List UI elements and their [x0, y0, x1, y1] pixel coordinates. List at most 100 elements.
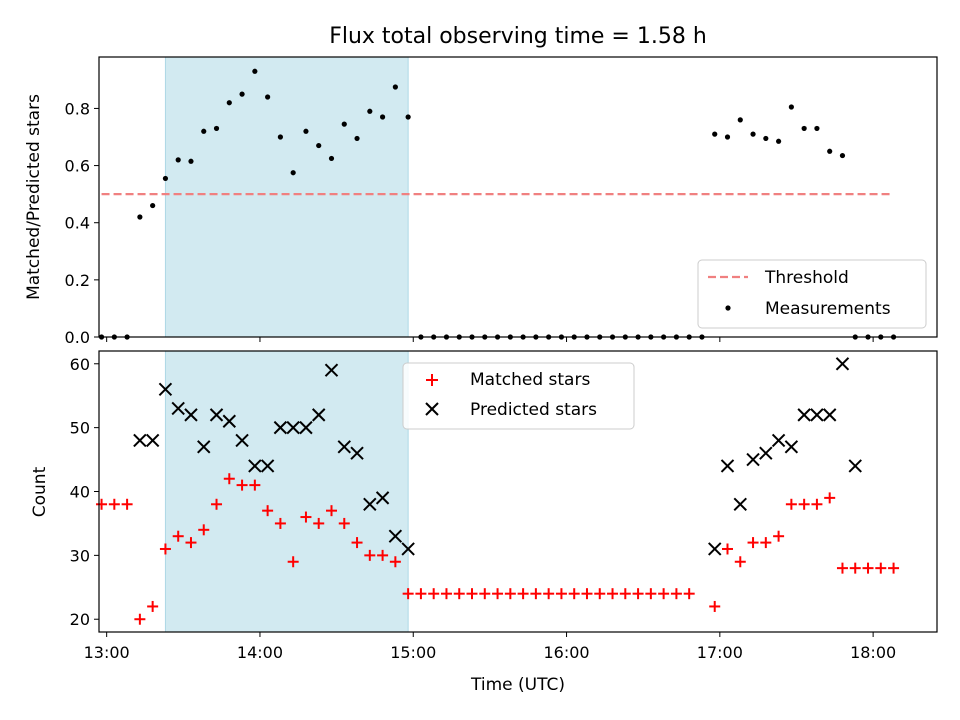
top-legend-box [697, 259, 927, 329]
predicted-stars-point [797, 408, 811, 422]
measurements-point [367, 108, 373, 114]
measurements-point [316, 142, 322, 149]
predicted-stars-point [746, 452, 760, 467]
predicted-stars-point [260, 459, 275, 473]
measurements-point [213, 125, 220, 132]
matched-stars-legend-swatch [426, 374, 438, 386]
measurements-point [328, 155, 335, 162]
x-tick-label: 18:00 [850, 643, 896, 662]
bottom-panel: 20 30 40 50 60 13:00 14:00 15:00 16:00 17:00 18:00… [30, 350, 938, 695]
matched-stars-point [632, 588, 644, 600]
x-tick-label: 16:00 [543, 643, 589, 662]
measurements-point [265, 94, 271, 100]
x-tick-label: 14:00 [237, 643, 283, 662]
matched-stars-point [862, 562, 874, 574]
measurements-point [827, 148, 833, 154]
predicted-stars-point [759, 446, 773, 460]
measurements-point [763, 135, 769, 142]
matched-stars-point [517, 588, 529, 600]
measurements-point [303, 128, 309, 134]
matched-stars-point [888, 562, 900, 574]
matched-stars-point [134, 613, 146, 625]
predicted-stars-point [248, 459, 262, 473]
matched-stars-point [607, 588, 619, 600]
measurements-point [175, 157, 181, 163]
x-tick-label: 15:00 [390, 643, 436, 662]
matched-stars-point [96, 498, 108, 510]
chart-title: Flux total observing time = 1.58 h [329, 24, 707, 49]
predicted-stars-point [184, 408, 198, 422]
measurements-point [750, 131, 756, 137]
top-legend: Threshold Measurements [697, 259, 927, 329]
y-tick-label: 40 [70, 483, 90, 502]
matched-stars-point [338, 517, 350, 529]
matched-stars-point [479, 588, 491, 600]
matched-stars-point [415, 588, 427, 600]
matched-stars-point [223, 473, 235, 485]
y-tick-label: 60 [70, 355, 90, 374]
matched-stars-point [274, 517, 286, 529]
matched-stars-point [364, 549, 376, 561]
measurements-point [814, 125, 820, 132]
x-tick-label: 13:00 [84, 643, 130, 662]
matched-stars-point [785, 498, 797, 510]
measurements-legend-swatch [725, 305, 731, 311]
y-tick-label: 50 [70, 419, 90, 438]
matched-stars-point [530, 588, 542, 600]
predicted-stars-point [171, 401, 185, 416]
matched-stars-point [466, 588, 478, 600]
measurements-point [226, 100, 232, 106]
measurements-point [405, 114, 411, 120]
matched-stars-point [121, 498, 133, 510]
matched-stars-point [108, 498, 120, 510]
predicted-stars-point [324, 363, 339, 377]
matched-stars-point [492, 588, 504, 600]
predicted-stars-point [810, 408, 824, 422]
matched-stars-point [287, 556, 299, 568]
bottom-data-marks [96, 357, 900, 625]
top-axes-frame [98, 56, 938, 338]
measurements-point [724, 134, 731, 140]
matched-stars-point [428, 588, 440, 600]
measurements-point [188, 158, 194, 164]
y-tick-label: 0.8 [65, 99, 90, 118]
matched-stars-point [159, 543, 171, 555]
bottom-y-axis-label: Count [30, 466, 50, 517]
predicted-stars-point [388, 529, 403, 543]
matched-stars-point [313, 517, 325, 529]
matched-stars-legend-label: Matched stars [470, 370, 590, 390]
measurements-point [239, 91, 245, 97]
matched-stars-point [543, 588, 555, 600]
y-tick-label: 30 [70, 546, 90, 565]
measurements-point [801, 125, 807, 132]
measurements-point [788, 104, 794, 110]
matched-stars-point [722, 543, 733, 555]
matched-stars-point [300, 511, 312, 523]
matched-stars-point [581, 588, 593, 600]
matched-stars-point [249, 479, 261, 491]
measurements-point [712, 131, 718, 137]
predicted-stars-point [350, 446, 364, 460]
measurements-point [162, 175, 169, 182]
matched-stars-point [504, 588, 516, 600]
predicted-stars-point [312, 408, 326, 422]
predicted-stars-point [337, 440, 351, 454]
matched-stars-point [836, 562, 848, 574]
predicted-stars-point [835, 357, 850, 371]
measurements-point [737, 117, 743, 123]
predicted-stars-point [363, 497, 377, 511]
predicted-stars-point [222, 414, 237, 428]
predicted-stars-point [720, 459, 735, 473]
matched-stars-point [402, 588, 414, 600]
matched-stars-point [811, 498, 823, 510]
x-axis-label: Time (UTC) [470, 675, 565, 695]
y-tick-label: 0.2 [65, 271, 90, 290]
measurements-point [277, 134, 283, 140]
matched-stars-point [453, 588, 465, 600]
matched-stars-point [683, 588, 695, 600]
top-data-marks [98, 68, 897, 340]
matched-stars-point [670, 588, 682, 600]
predicted-stars-point [209, 408, 224, 422]
